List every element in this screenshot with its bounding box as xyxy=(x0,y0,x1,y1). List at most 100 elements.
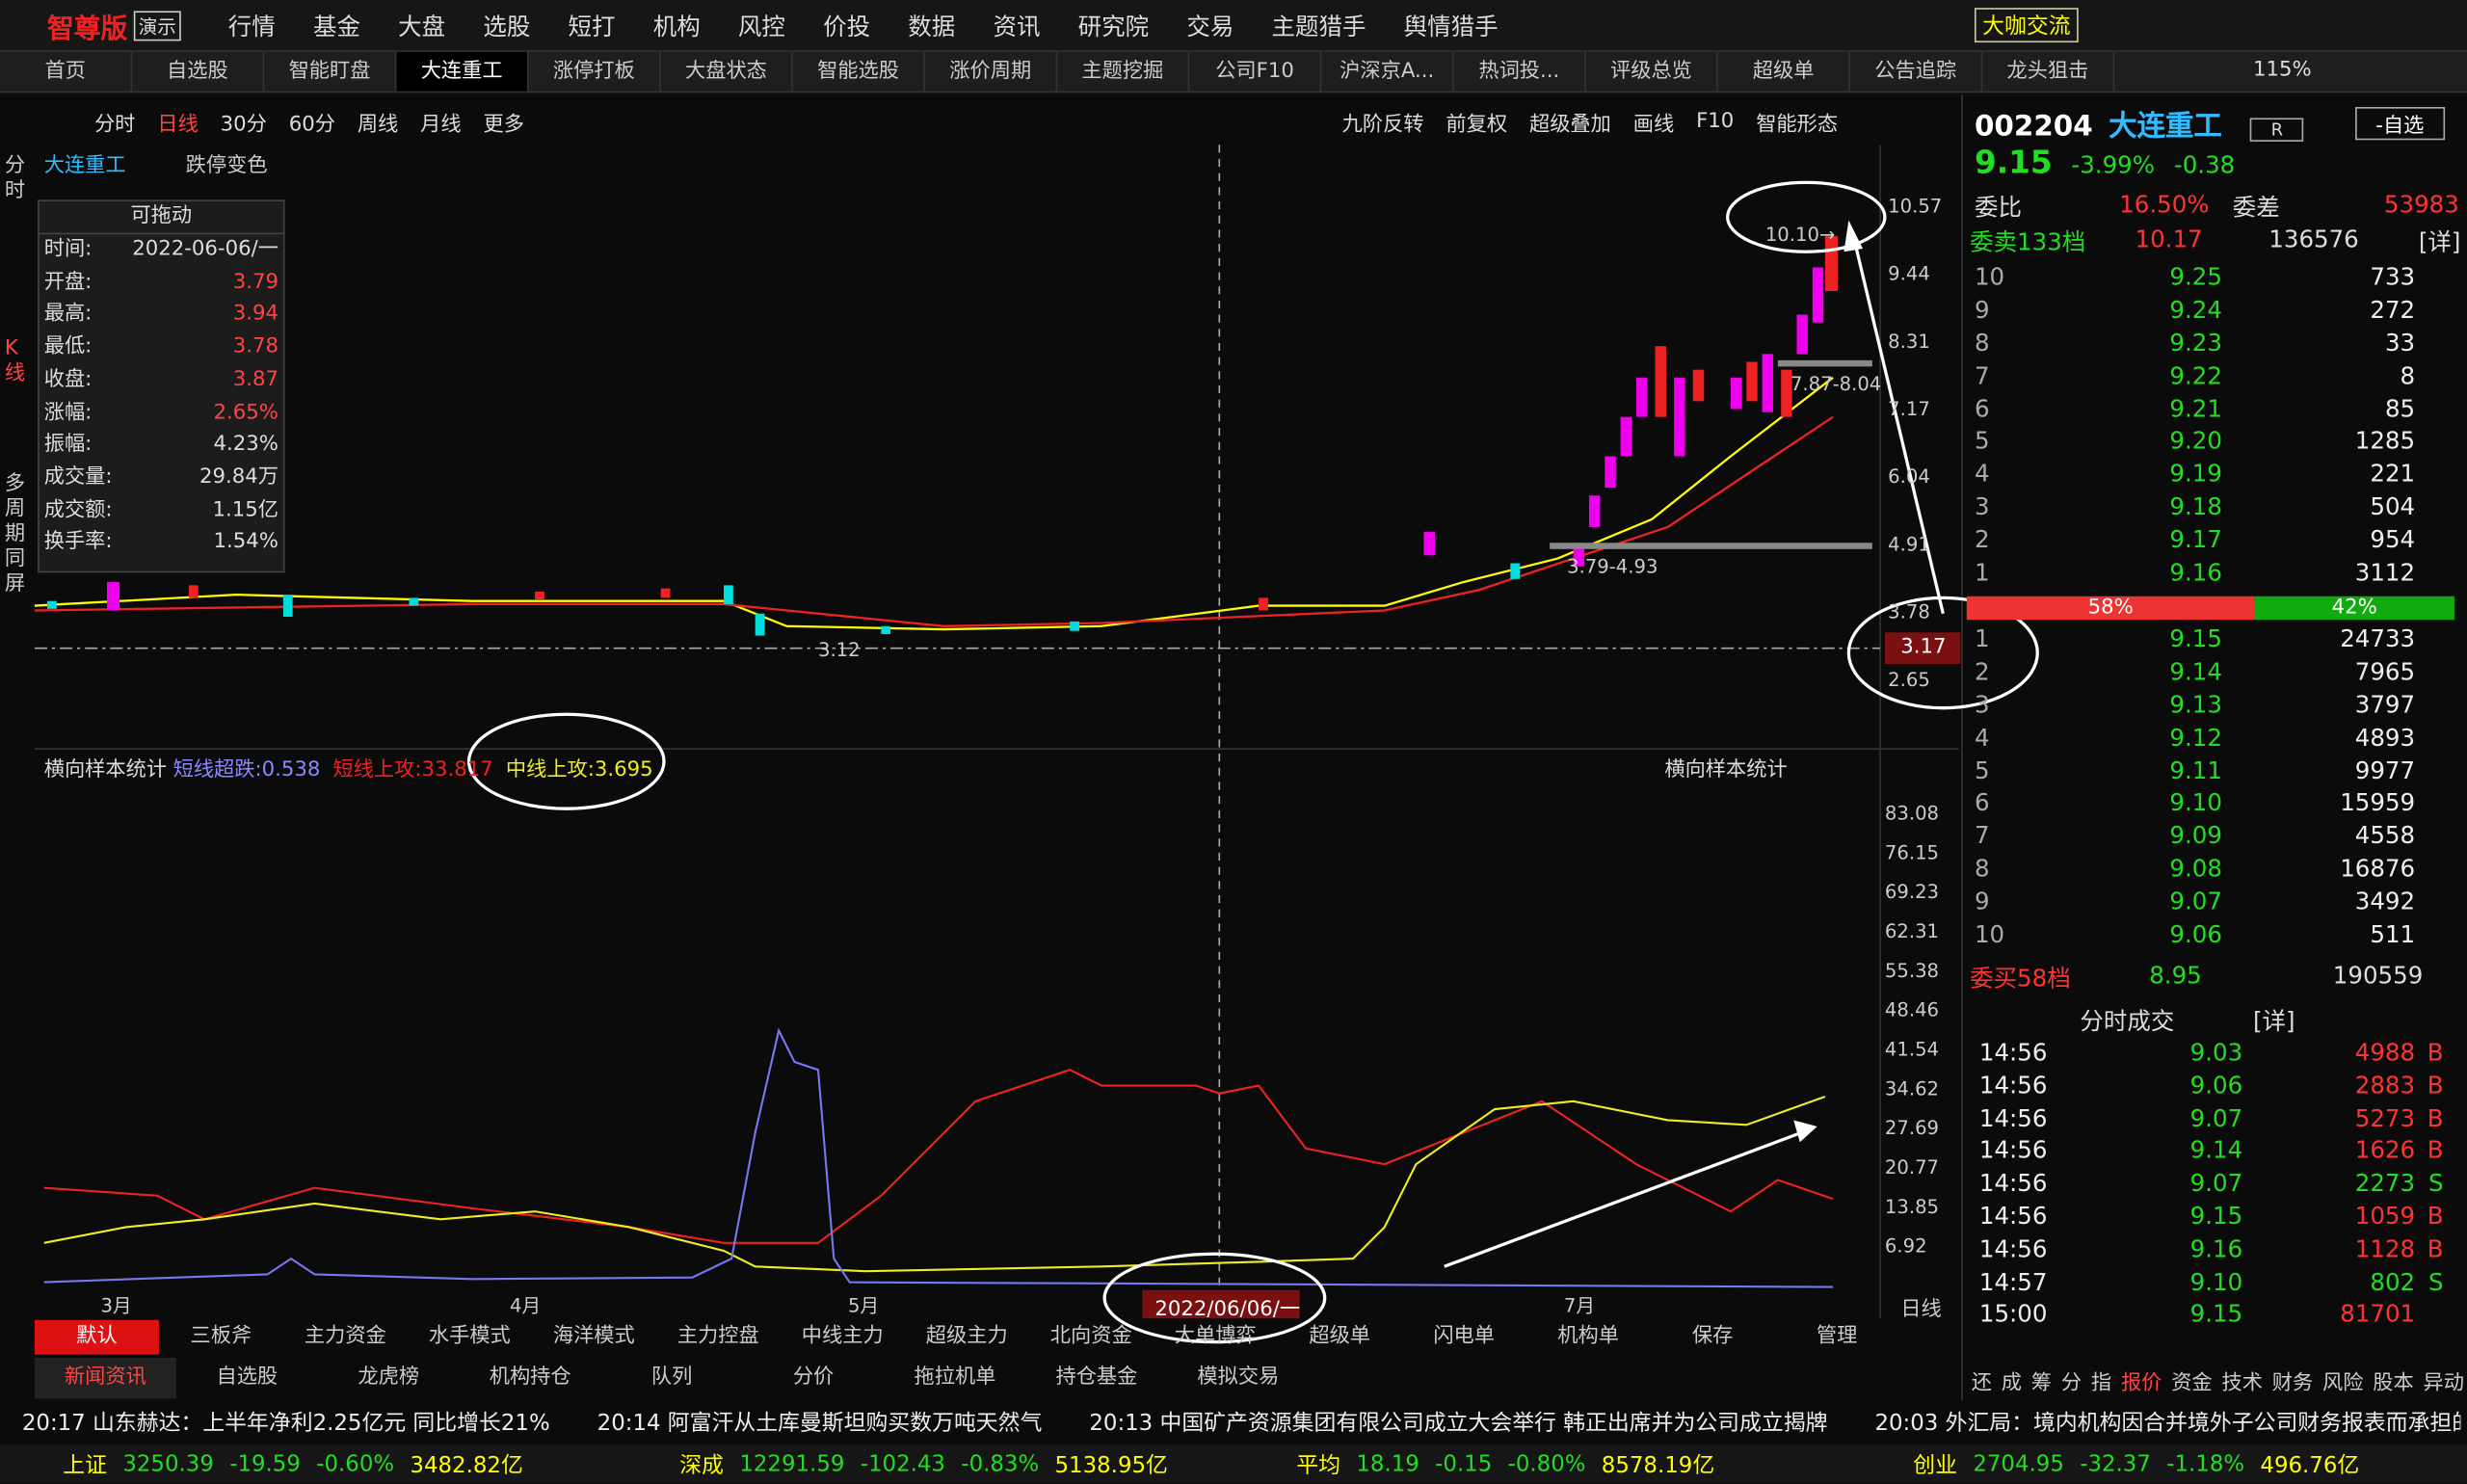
watch-button[interactable]: -自选 xyxy=(2355,107,2445,141)
tab[interactable]: 公告追踪 xyxy=(1850,51,1983,92)
news-tab[interactable]: 持仓基金 xyxy=(1055,1365,1138,1390)
tab[interactable]: 热词投... xyxy=(1454,51,1586,92)
quote-tab[interactable]: 财务 xyxy=(2271,1371,2314,1396)
indicator-tab[interactable]: 闪电单 xyxy=(1433,1324,1496,1349)
tab[interactable]: 大盘状态 xyxy=(661,51,793,92)
indicator-tab[interactable]: 水手模式 xyxy=(428,1324,511,1349)
tool[interactable]: 智能形态 xyxy=(1756,113,1839,138)
news-item[interactable]: 20:03 外汇局：境内机构因合并境外子公司财务报表而承担的汇率折算 xyxy=(1874,1411,2460,1437)
menu-item[interactable]: 数据 xyxy=(908,12,956,40)
news-item[interactable]: 20:14 阿富汗从土库曼斯坦购买数万吨天然气 xyxy=(597,1411,1043,1437)
quote-tab[interactable]: 风险 xyxy=(2322,1371,2364,1396)
indicator-tab[interactable]: 中线主力 xyxy=(801,1324,884,1349)
period-bar: 分时 日线 30分 60分 周线 月线 更多 xyxy=(94,107,546,137)
label: 委卖133档 xyxy=(1970,227,2086,257)
annotation: 3.79-4.93 xyxy=(1567,555,1658,578)
indicator-tab[interactable]: 超级主力 xyxy=(925,1324,1008,1349)
tool[interactable]: 画线 xyxy=(1632,113,1675,138)
period[interactable]: 60分 xyxy=(288,113,335,138)
indicator-tab[interactable]: 大单博弈 xyxy=(1174,1324,1257,1349)
tab[interactable]: 公司F10 xyxy=(1189,51,1322,92)
quote-tab[interactable]: 成 xyxy=(2001,1371,2023,1396)
news-tab[interactable]: 分价 xyxy=(792,1365,835,1390)
level-price: 9.07 xyxy=(2169,888,2222,916)
tool[interactable]: 超级叠加 xyxy=(1528,113,1611,138)
period[interactable]: 分时 xyxy=(93,113,136,138)
tool[interactable]: 前复权 xyxy=(1446,113,1508,138)
period[interactable]: 月线 xyxy=(420,113,462,138)
tab[interactable]: 涨价周期 xyxy=(925,51,1058,92)
indicator-tab[interactable]: 三板斧 xyxy=(190,1324,252,1349)
quote-tab[interactable]: 异动 xyxy=(2423,1371,2465,1396)
menu-item[interactable]: 大盘 xyxy=(398,12,446,40)
indicator-tab[interactable]: 主力控盘 xyxy=(676,1324,759,1349)
tab[interactable]: 主题挖掘 xyxy=(1057,51,1190,92)
quote-tab[interactable]: 筹 xyxy=(2030,1371,2053,1396)
news-tab[interactable]: 龙虎榜 xyxy=(358,1365,420,1390)
indicator-tab[interactable]: 机构单 xyxy=(1557,1324,1619,1349)
news-tab[interactable]: 自选股 xyxy=(216,1365,279,1390)
tab[interactable]: 大连重工 xyxy=(396,51,529,92)
news-tab[interactable]: 拖拉机单 xyxy=(914,1365,996,1390)
quote-tab[interactable]: 股本 xyxy=(2373,1371,2414,1396)
menu-item[interactable]: 行情 xyxy=(227,12,276,40)
value: 16.50% xyxy=(2119,190,2210,219)
trades-detail[interactable]: [详] xyxy=(2252,1006,2295,1036)
indicator-tab[interactable]: 默认 xyxy=(34,1319,159,1355)
quote-tab[interactable]: 分 xyxy=(2060,1371,2082,1396)
period[interactable]: 日线 xyxy=(157,113,199,138)
tab[interactable]: 智能选股 xyxy=(793,51,925,92)
menu-item[interactable]: 价投 xyxy=(823,12,871,40)
news-item[interactable]: 20:13 中国矿产资源集团有限公司成立大会举行 韩正出席并为公司成立揭牌 xyxy=(1089,1411,1828,1437)
quote-tab[interactable]: 技术 xyxy=(2221,1371,2263,1396)
indicator-tab[interactable]: 保存 xyxy=(1691,1324,1734,1349)
menu-item[interactable]: 基金 xyxy=(312,12,360,40)
indicator-tab[interactable]: 海洋模式 xyxy=(552,1324,635,1349)
indicator-tab[interactable]: 超级单 xyxy=(1309,1324,1371,1349)
tab[interactable]: 涨停打板 xyxy=(529,51,661,92)
indicator-tab[interactable]: 主力资金 xyxy=(304,1324,386,1349)
info-popup[interactable]: 可拖动 时间: 2022-06-06/一 开盘: 3.79 最高: 3.94 最低: 3.78… xyxy=(38,199,285,573)
news-tab[interactable]: 新闻资讯 xyxy=(34,1357,176,1399)
period[interactable]: 周线 xyxy=(357,113,399,138)
side-tab[interactable]: 分时 xyxy=(4,153,26,203)
menu-item[interactable]: 资讯 xyxy=(993,12,1041,40)
tab[interactable]: 智能盯盘 xyxy=(264,51,397,92)
quote-tabs: 还成筹分指报价 资金 技术 财务 风险 股本 异动 xyxy=(1967,1365,2467,1395)
tool[interactable]: 九阶反转 xyxy=(1341,113,1424,138)
quote-tab[interactable]: 指 xyxy=(2090,1371,2112,1396)
news-tab[interactable]: 队列 xyxy=(650,1365,693,1390)
period[interactable]: 更多 xyxy=(483,113,524,138)
menu-item[interactable]: 短打 xyxy=(568,12,616,40)
period[interactable]: 30分 xyxy=(220,113,267,138)
indicator-tab[interactable]: 北向资金 xyxy=(1049,1324,1132,1349)
value: 3.87 xyxy=(232,367,279,392)
zoom[interactable]: 115% xyxy=(2252,58,2312,82)
detail[interactable]: [详] xyxy=(2418,227,2461,257)
news-tab[interactable]: 模拟交易 xyxy=(1197,1365,1280,1390)
tab[interactable]: 沪深京A... xyxy=(1321,51,1454,92)
indicator-tab[interactable]: 管理 xyxy=(1816,1324,1858,1349)
tab[interactable]: 评级总览 xyxy=(1586,51,1718,92)
menu-item[interactable]: 风控 xyxy=(737,12,785,40)
tab[interactable]: 超级单 xyxy=(1718,51,1850,92)
side-tab[interactable]: 多周期同屏 xyxy=(4,471,26,596)
menu-item[interactable]: 交易 xyxy=(1186,12,1234,40)
menu-item[interactable]: 研究院 xyxy=(1077,12,1150,40)
tab[interactable]: 自选股 xyxy=(132,51,265,92)
vip-button[interactable]: 大咖交流 xyxy=(1974,8,2079,43)
tab[interactable]: 首页 xyxy=(0,51,133,92)
side-tab[interactable]: K线 xyxy=(4,336,26,385)
tool[interactable]: F10 xyxy=(1696,110,1735,134)
menu-item[interactable]: 舆情猎手 xyxy=(1403,12,1499,40)
option[interactable]: 跌停变色 xyxy=(185,153,268,178)
tab[interactable]: 龙头狙击 xyxy=(1982,51,2115,92)
quote-tab[interactable]: 资金 xyxy=(2171,1371,2213,1396)
news-tab[interactable]: 机构持仓 xyxy=(489,1365,571,1390)
news-item[interactable]: 20:17 山东赫达：上半年净利2.25亿元 同比增长21% xyxy=(21,1411,550,1437)
menu-item[interactable]: 主题猎手 xyxy=(1271,12,1366,40)
quote-tab[interactable]: 报价 xyxy=(2120,1371,2162,1396)
menu-item[interactable]: 机构 xyxy=(652,12,701,40)
menu-item[interactable]: 选股 xyxy=(483,12,531,40)
quote-tab[interactable]: 还 xyxy=(1971,1371,1992,1396)
